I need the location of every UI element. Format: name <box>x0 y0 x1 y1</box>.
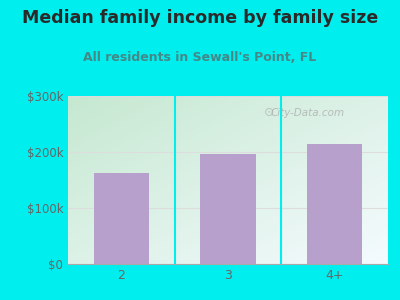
Text: ⊙: ⊙ <box>264 106 275 119</box>
Text: All residents in Sewall's Point, FL: All residents in Sewall's Point, FL <box>83 51 317 64</box>
Bar <box>94 173 149 264</box>
Bar <box>200 154 256 264</box>
Text: Median family income by family size: Median family income by family size <box>22 9 378 27</box>
Text: City-Data.com: City-Data.com <box>271 108 345 118</box>
Bar <box>307 144 362 264</box>
